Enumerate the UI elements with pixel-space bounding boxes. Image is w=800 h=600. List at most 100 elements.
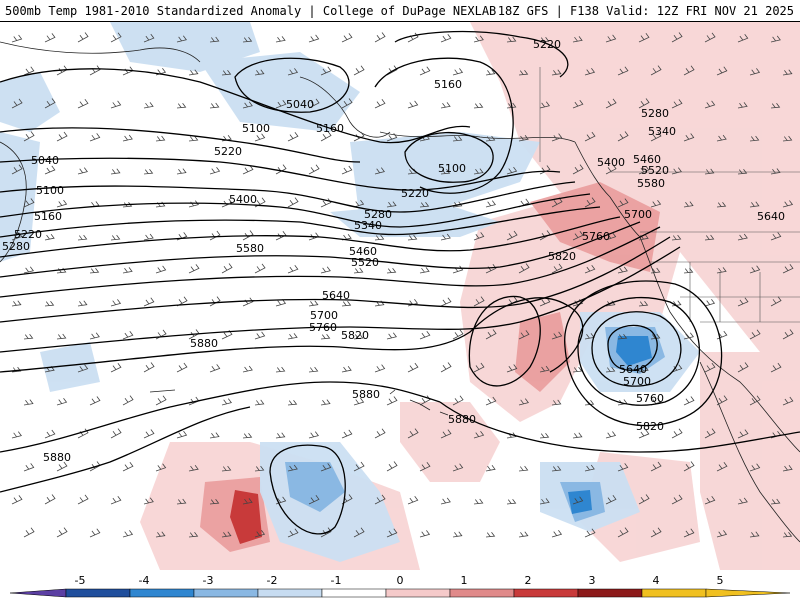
wind-barb xyxy=(353,65,365,76)
wind-barb xyxy=(353,527,365,538)
wind-barb xyxy=(551,263,563,274)
legend-color-swatch xyxy=(129,588,195,598)
wind-barb xyxy=(749,395,761,406)
wind-barb xyxy=(716,395,728,406)
contour-label: 5820 xyxy=(341,329,369,342)
wind-barb xyxy=(638,300,649,307)
wind-barb xyxy=(485,465,496,472)
wind-barb xyxy=(56,199,68,208)
wind-barb xyxy=(551,69,562,76)
wind-barb xyxy=(374,32,386,43)
wind-barb xyxy=(341,365,352,373)
wind-barb xyxy=(188,531,199,538)
wind-barb xyxy=(386,461,398,472)
wind-barb xyxy=(419,66,431,76)
wind-barb xyxy=(23,131,35,142)
wind-barb xyxy=(617,266,628,274)
wind-barb xyxy=(782,200,794,208)
wind-barb xyxy=(254,331,266,340)
wind-barb xyxy=(275,99,287,109)
wind-barb xyxy=(254,263,266,274)
wind-barb xyxy=(143,429,155,439)
wind-barb xyxy=(11,431,22,439)
wind-barb xyxy=(782,531,793,538)
wind-barb xyxy=(716,461,728,472)
wind-barb xyxy=(452,329,464,340)
wind-barb xyxy=(308,300,319,307)
wind-barb xyxy=(473,35,484,43)
wind-barb xyxy=(23,266,34,274)
contour-label: 5280 xyxy=(641,107,669,120)
wind-barb xyxy=(287,264,299,274)
wind-barb xyxy=(473,362,485,373)
wind-barb xyxy=(287,464,298,472)
wind-barb xyxy=(77,494,89,505)
wind-barb xyxy=(275,36,286,43)
legend-tick-label: -3 xyxy=(203,574,214,587)
contour-label: 5100 xyxy=(242,122,270,135)
legend-color-swatch xyxy=(65,588,131,598)
wind-barb xyxy=(320,66,332,76)
wind-barb xyxy=(11,495,23,505)
wind-barb xyxy=(440,33,452,43)
wind-barb xyxy=(506,166,518,175)
anomaly-map: 5220 5040 5160 5100 5160 5100 5040 5100 … xyxy=(0,22,800,570)
wind-barb xyxy=(23,399,34,406)
contour-label: 5220 xyxy=(14,228,42,241)
wind-barb xyxy=(440,233,451,241)
wind-barb xyxy=(176,296,188,307)
contour-label: 5220 xyxy=(214,145,242,158)
wind-barb xyxy=(221,398,232,406)
wind-barb xyxy=(374,234,385,241)
wind-barb xyxy=(386,528,398,538)
contour-label: 5760 xyxy=(582,230,610,243)
contour-label: 5700 xyxy=(623,375,651,388)
wind-barb xyxy=(671,428,683,439)
wind-barb xyxy=(386,201,397,208)
wind-barb xyxy=(737,33,749,43)
wind-barb xyxy=(506,364,518,373)
wind-barb xyxy=(254,465,265,472)
wind-barb xyxy=(77,234,88,241)
contour-label: 5880 xyxy=(448,413,476,426)
wind-barb xyxy=(749,201,760,208)
wind-barb xyxy=(485,531,496,538)
wind-barb xyxy=(56,527,68,538)
wind-barb xyxy=(518,398,529,406)
legend-tick-label: -2 xyxy=(267,574,278,587)
wind-barb xyxy=(308,431,319,439)
wind-barb xyxy=(584,68,596,76)
wind-barb xyxy=(110,32,122,43)
wind-barb xyxy=(110,495,122,505)
wind-barb xyxy=(605,431,617,439)
wind-barb xyxy=(386,396,398,406)
wind-barb xyxy=(23,198,35,208)
wind-barb xyxy=(209,296,221,307)
wind-barb xyxy=(89,133,101,142)
wind-barb xyxy=(638,234,649,241)
wind-barb xyxy=(110,362,122,373)
wind-barb xyxy=(386,332,397,340)
wind-barb xyxy=(122,267,133,274)
wind-barb xyxy=(176,362,188,373)
wind-barb xyxy=(716,267,727,274)
wind-barb xyxy=(518,465,529,472)
contour-label: 5340 xyxy=(648,125,676,138)
contour-label: 5880 xyxy=(190,337,218,350)
wind-barb xyxy=(440,429,452,439)
wind-barb xyxy=(407,428,419,439)
wind-barb xyxy=(254,399,265,406)
wind-barb xyxy=(506,36,517,43)
wind-barb xyxy=(242,36,253,43)
wind-barb xyxy=(683,461,695,472)
wind-barb xyxy=(671,99,683,109)
wind-barb xyxy=(770,102,781,109)
contour-label: 5880 xyxy=(43,451,71,464)
wind-barb xyxy=(23,463,35,472)
wind-barb xyxy=(419,201,430,208)
contour-label: 5160 xyxy=(316,122,344,135)
legend-ticks: -5 -4 -3 -2 -1 0 1 2 3 4 5 xyxy=(75,574,724,587)
wind-barb xyxy=(275,299,287,307)
wind-barb xyxy=(704,428,716,439)
wind-barb xyxy=(143,297,155,307)
